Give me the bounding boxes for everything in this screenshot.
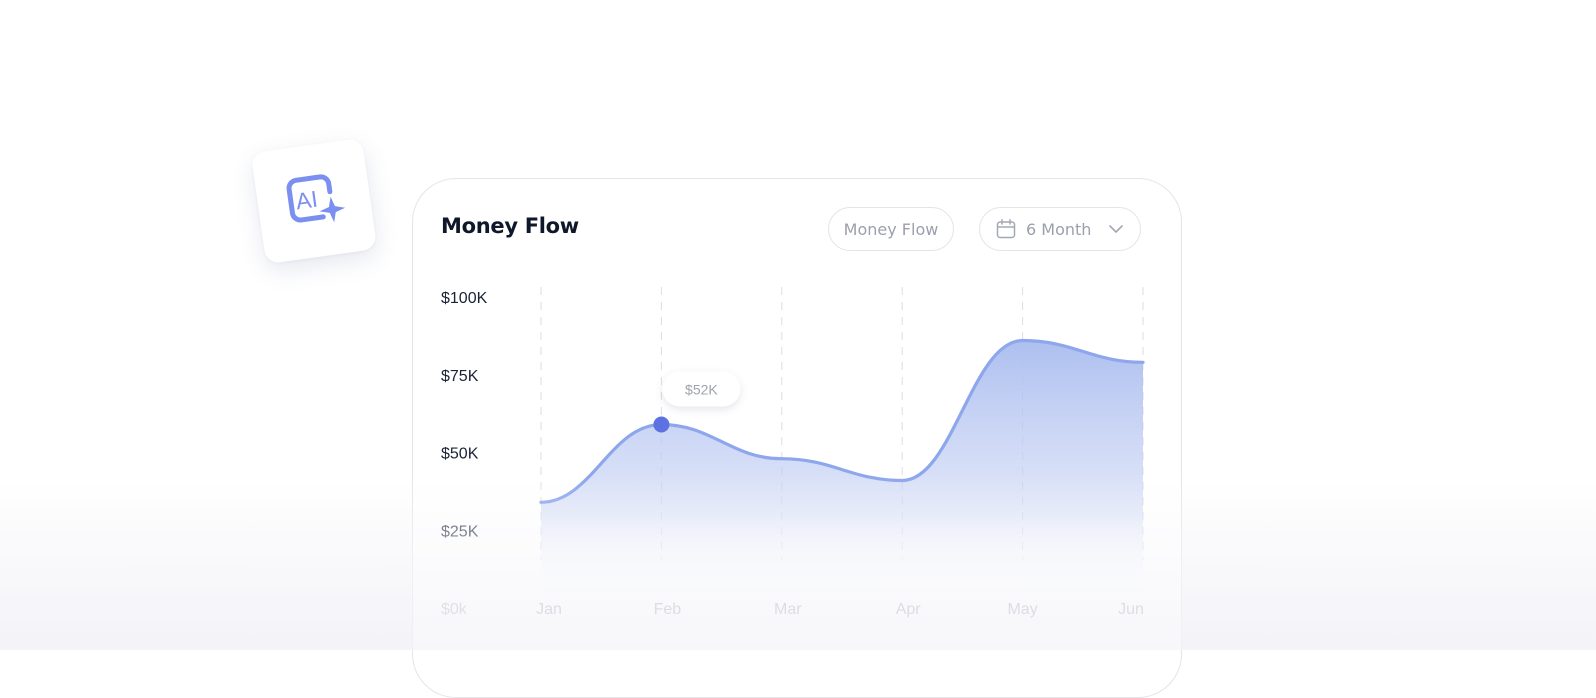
x-tick-label-jun: Jun — [1118, 601, 1144, 618]
data-point-feb[interactable] — [653, 416, 670, 433]
y-tick-label: $0k — [441, 601, 468, 618]
x-tick-label-jan: Jan — [536, 601, 562, 618]
y-tick-label: $100K — [441, 290, 488, 307]
money-flow-chart: $52K $100K $75K $50K $25K $0k Jan Feb Mar Apr Ma… — [441, 287, 1145, 618]
tooltip: $52K — [662, 371, 741, 407]
x-tick-label-mar: Mar — [774, 601, 802, 618]
y-tick-label: $50K — [441, 446, 479, 463]
y-tick-label: $25K — [441, 523, 479, 540]
x-tick-label-feb: Feb — [654, 601, 682, 618]
area-fill — [541, 340, 1143, 608]
tooltip-label: $52K — [685, 382, 718, 398]
x-tick-label-apr: Apr — [896, 601, 922, 618]
x-tick-label-may: May — [1007, 601, 1037, 618]
y-tick-label: $75K — [441, 368, 479, 385]
